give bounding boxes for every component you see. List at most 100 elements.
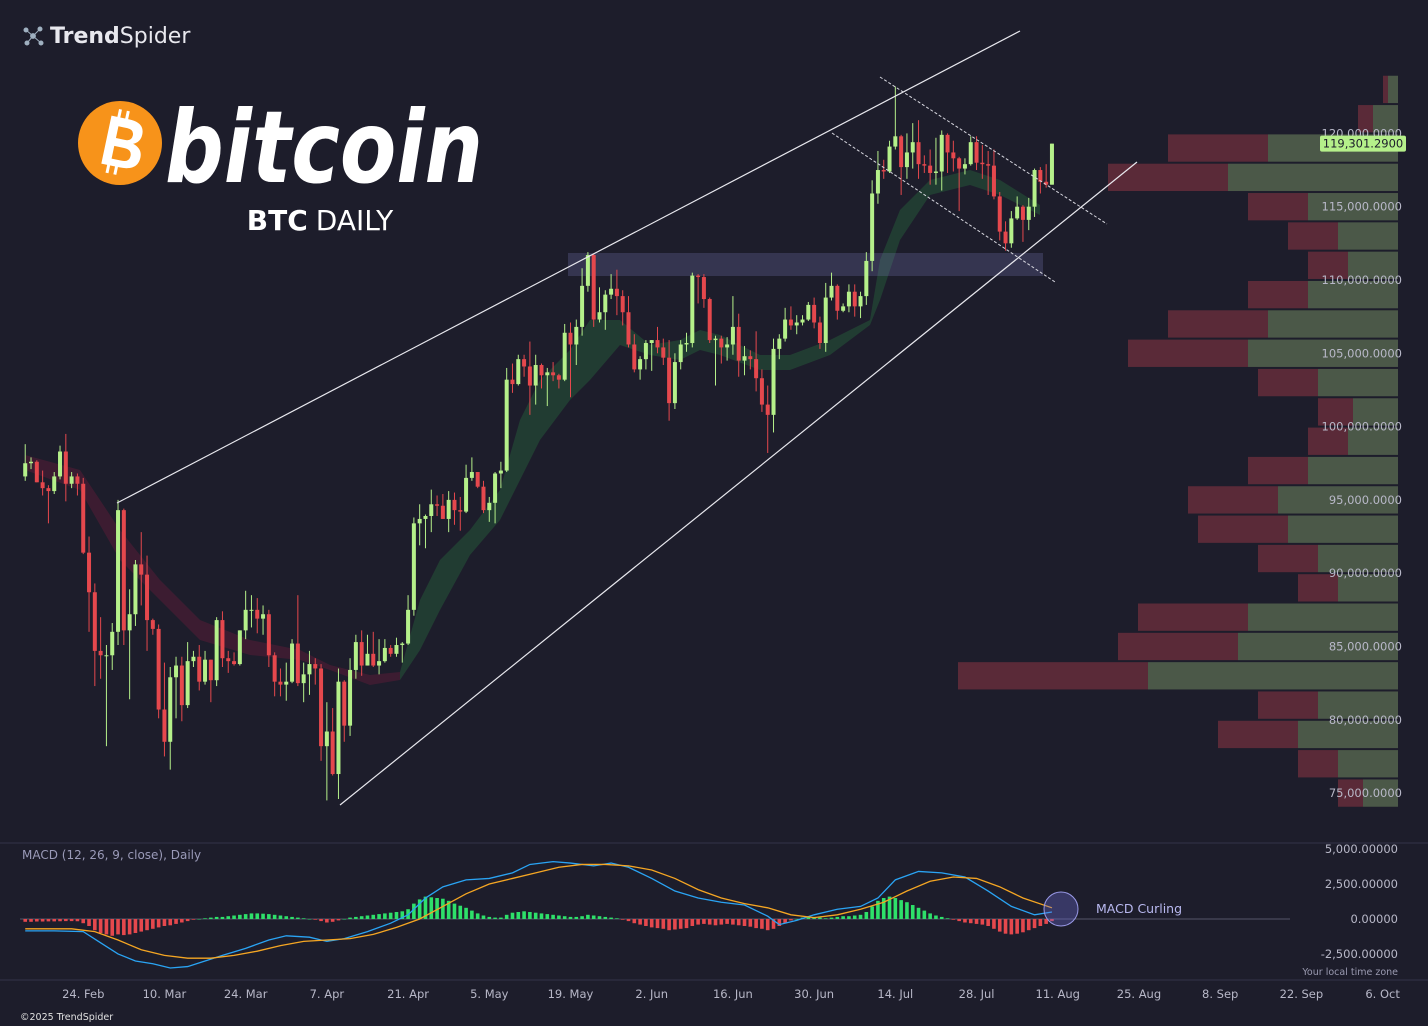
histogram-bar: [603, 916, 608, 920]
candle-body: [104, 655, 109, 657]
histogram-bar: [499, 917, 503, 920]
candle-body: [1032, 170, 1037, 207]
x-tick-label: 8. Sep: [1202, 987, 1238, 1001]
x-tick-label: 24. Mar: [224, 987, 268, 1001]
candle-body: [440, 505, 445, 519]
candle-body: [185, 661, 190, 706]
histogram-bar: [794, 919, 799, 920]
profile-down: [1358, 105, 1373, 133]
histogram-bar: [458, 905, 463, 920]
candle-body: [29, 461, 34, 464]
candle-body: [174, 665, 179, 678]
histogram-bar: [858, 914, 863, 920]
y-tick-label: 110,000.0000: [1322, 273, 1402, 287]
candle-body: [951, 152, 956, 159]
candle-body: [626, 312, 631, 345]
profile-up: [1353, 398, 1398, 426]
histogram-bar: [267, 914, 271, 920]
histogram-bar: [992, 919, 996, 929]
candle-body: [823, 297, 828, 344]
candle-body: [794, 322, 799, 326]
histogram-bar: [1032, 919, 1037, 929]
candle-body: [133, 564, 138, 615]
candle-body: [179, 665, 184, 706]
histogram-bar: [255, 913, 260, 920]
x-tick-label: 7. Apr: [310, 987, 345, 1001]
candle-body: [243, 609, 248, 631]
macd-line: [25, 863, 1053, 959]
profile-up: [1308, 456, 1398, 485]
candle-body: [817, 322, 822, 344]
candle-body: [754, 359, 759, 379]
candle-body: [516, 359, 521, 385]
candle-body: [858, 296, 863, 307]
histogram-bar: [1026, 919, 1031, 931]
histogram-bar: [87, 919, 91, 926]
histogram-bar: [957, 919, 961, 922]
candle-body: [435, 504, 440, 506]
profile-down: [1288, 222, 1338, 250]
histogram-bar: [354, 916, 358, 920]
histogram-bar: [481, 915, 486, 920]
histogram-bar: [951, 919, 956, 920]
candle-body: [933, 171, 938, 173]
histogram-bar: [725, 919, 729, 924]
histogram-bar: [75, 919, 80, 922]
profile-down: [1218, 720, 1298, 749]
profile-down: [1338, 779, 1363, 807]
y-tick-label: -2,500.00000: [1321, 947, 1398, 961]
candle-body: [748, 356, 753, 360]
histogram-bar: [156, 919, 161, 928]
profile-down: [1248, 456, 1308, 485]
candle-body: [881, 170, 886, 172]
histogram-bar: [522, 911, 526, 920]
subtitle-light: DAILY: [316, 204, 394, 237]
candle-body: [446, 499, 451, 519]
candle-body: [348, 669, 353, 726]
histogram-bar: [626, 919, 631, 922]
candle-body: [730, 326, 735, 345]
candle-body: [365, 653, 370, 666]
candle-body: [452, 499, 457, 511]
candle-body: [266, 614, 271, 656]
histogram-bar: [731, 919, 735, 925]
histogram-bar: [197, 919, 202, 920]
histogram-bar: [893, 898, 898, 920]
histogram-bar: [35, 919, 39, 922]
profile-down: [1318, 398, 1353, 426]
candle-body: [904, 152, 909, 168]
candle-body: [562, 332, 567, 380]
histogram-bar: [702, 919, 706, 924]
x-tick-label: 16. Jun: [713, 987, 753, 1001]
candle-body: [458, 510, 463, 512]
candle-body: [997, 196, 1002, 232]
histogram-bar: [806, 916, 811, 920]
histogram-bar: [104, 919, 109, 935]
candle-body: [342, 681, 347, 726]
histogram-bar: [301, 918, 306, 920]
candle-body: [910, 142, 915, 153]
candle-body: [957, 158, 962, 169]
profile-up: [1388, 75, 1398, 104]
histogram-bar: [545, 914, 550, 920]
histogram-bar: [145, 919, 149, 931]
candle-body: [121, 510, 126, 631]
candle-body: [574, 326, 579, 345]
histogram-bar: [1021, 919, 1025, 933]
candle-body: [591, 255, 596, 320]
macd-title: MACD (12, 26, 9, close), Daily: [22, 848, 201, 862]
x-tick-label: 5. May: [470, 987, 509, 1001]
profile-up: [1363, 779, 1398, 807]
x-tick-label: 28. Jul: [959, 987, 995, 1001]
histogram-bar: [963, 919, 967, 923]
candle-body: [846, 291, 851, 307]
profile-down: [1248, 193, 1308, 221]
histogram-bar: [632, 919, 637, 924]
histogram-bar: [81, 919, 86, 924]
histogram-bar: [841, 916, 845, 920]
y-tick-label: 100,000.0000: [1322, 420, 1402, 434]
histogram-bar: [394, 912, 399, 920]
histogram-bar: [296, 917, 300, 920]
candle-body: [545, 372, 550, 376]
histogram-bar: [330, 919, 335, 922]
